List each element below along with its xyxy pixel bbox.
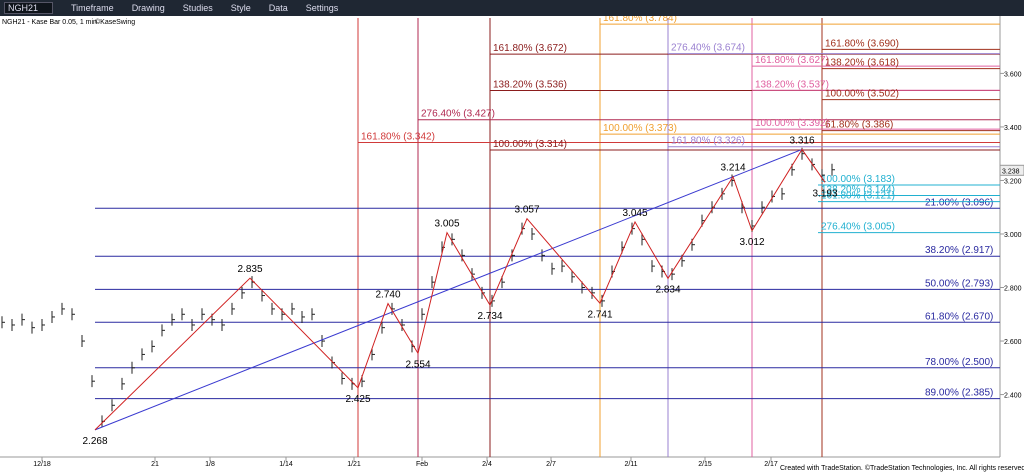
swing-label: 3.045 (622, 208, 647, 219)
y-tick-label: 3.400 (1004, 125, 1022, 132)
fib-label: 21.00% (3.096) (925, 197, 993, 208)
fib-label: 100.00% (3.183) (821, 174, 895, 185)
zigzag (94, 148, 826, 431)
x-tick-label: 1/21 (347, 461, 361, 468)
fib-label: 161.80% (3.326) (671, 136, 745, 147)
fib-label: 161.80% (3.627) (755, 55, 829, 66)
swing-label: 3.316 (789, 135, 814, 146)
swing-label: 2.740 (375, 290, 400, 301)
y-tick-label: 3.000 (1004, 232, 1022, 239)
swing-label: 2.741 (587, 309, 612, 320)
study-name: ©KaseSwing (95, 18, 135, 26)
fib-label: 138.20% (3.144) (821, 184, 895, 195)
fib-label: 161.80% (3.121) (821, 191, 895, 202)
swing-label: 2.425 (345, 394, 370, 405)
last-price-label: 3.238 (1002, 168, 1020, 175)
y-tick-label: 2.600 (1004, 339, 1022, 346)
fib-label: 161.80% (3.342) (361, 131, 435, 142)
fib-label: 61.80% (2.670) (925, 311, 993, 322)
fib-label: 100.00% (3.502) (825, 89, 899, 100)
fib-label: 276.40% (3.427) (421, 109, 495, 120)
menu[interactable]: Timeframe (71, 3, 114, 13)
menu[interactable]: Drawing (131, 3, 165, 13)
x-tick-label: 1/14 (279, 461, 293, 468)
menu[interactable]: Style (230, 3, 251, 13)
swing-label: 3.193 (812, 188, 837, 199)
fib-label: 50.00% (2.793) (925, 278, 993, 289)
fib-label: 276.40% (3.674) (671, 43, 745, 54)
toolbar: NGH21 Timeframe Drawing Studies Style Da… (0, 0, 1024, 16)
x-tick-label: 2/4 (482, 461, 492, 468)
chart: NGH21 - Kase Bar 0.05, 1 min ©KaseSwing … (0, 16, 1024, 472)
fib-label: 100.00% (3.373) (603, 123, 677, 134)
x-tick-label: 12/18 (33, 461, 51, 468)
trend-line (94, 148, 803, 431)
fib-label: 138.20% (3.537) (755, 79, 829, 90)
swing-label: 2.835 (237, 264, 262, 275)
fib-label: 161.80% (3.672) (493, 43, 567, 54)
swing-label: 2.734 (477, 311, 502, 322)
chart-title: NGH21 - Kase Bar 0.05, 1 min (2, 19, 97, 26)
swing-label: 2.554 (405, 359, 430, 370)
x-tick-label: 2/15 (698, 461, 712, 468)
fib-label: 78.00% (2.500) (925, 357, 993, 368)
fib-label: 61.80% (3.386) (825, 120, 893, 131)
fib-label: 138.20% (3.618) (825, 58, 899, 69)
swing-label: 2.268 (82, 436, 107, 447)
footer: Created with TradeStation. ©TradeStation… (780, 464, 1024, 472)
last-price-box (999, 164, 1024, 176)
x-tick-label: 2/11 (624, 461, 637, 468)
x-tick-label: 2/17 (764, 461, 778, 468)
swing-label: 3.057 (514, 205, 539, 216)
swing-label: 3.005 (434, 219, 459, 230)
fib-label: 161.80% (3.690) (825, 38, 899, 49)
fib-label: 100.00% (3.392) (755, 118, 829, 129)
fib-label: 89.00% (2.385) (925, 388, 993, 399)
y-tick-label: 2.400 (1004, 393, 1022, 400)
fib-label: 100.00% (3.314) (493, 139, 567, 150)
x-tick-label: 2/7 (546, 461, 556, 468)
menu[interactable]: Settings (305, 3, 339, 13)
fib-label: 276.40% (3.005) (821, 222, 895, 233)
swing-label: 2.834 (655, 284, 680, 295)
symbol-box[interactable]: NGH21 (4, 2, 54, 14)
swing-label: 3.214 (720, 163, 745, 174)
fib-label: 138.20% (3.536) (493, 80, 567, 91)
x-tick-label: 1/8 (205, 461, 215, 468)
y-tick-label: 3.600 (1004, 71, 1022, 78)
x-tick-label: 21 (151, 461, 159, 468)
fib-label: 38.20% (2.917) (925, 245, 993, 256)
menu[interactable]: Data (268, 3, 288, 13)
fib-label: 161.80% (3.784) (603, 16, 677, 24)
swing-label: 3.012 (739, 237, 764, 248)
y-tick-label: 3.200 (1004, 178, 1022, 185)
y-tick-label: 2.800 (1004, 286, 1022, 293)
x-tick-label: Feb (416, 461, 428, 468)
menu[interactable]: Studies (182, 3, 213, 13)
